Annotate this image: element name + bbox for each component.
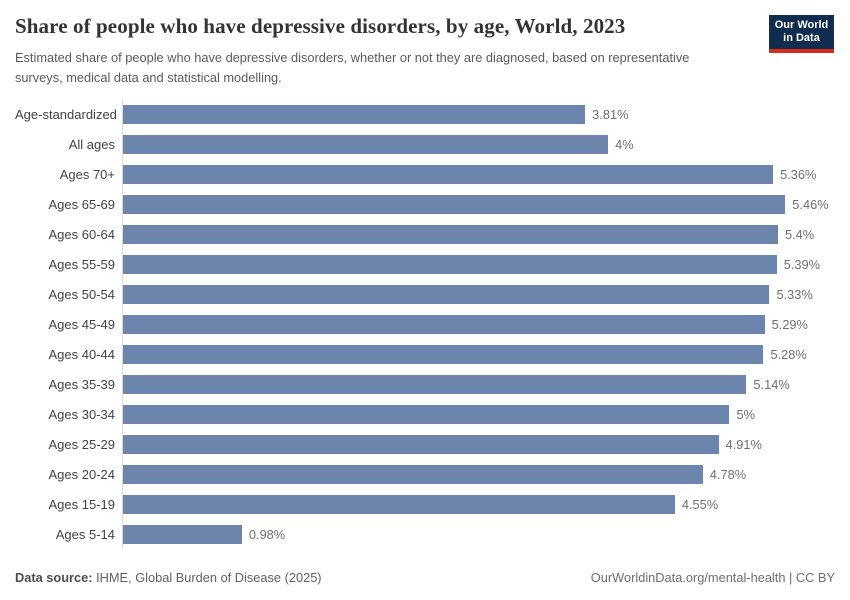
- category-label: Ages 45-49: [48, 316, 116, 332]
- category-label: Ages 55-59: [48, 256, 116, 272]
- bar[interactable]: [123, 374, 747, 394]
- bar[interactable]: [123, 224, 778, 244]
- category-label: Ages 65-69: [48, 196, 116, 212]
- value-label: 5.46%: [792, 196, 829, 212]
- bar[interactable]: [123, 404, 730, 424]
- bar-track: 5.4%: [122, 219, 835, 250]
- value-label: 4.91%: [725, 436, 762, 452]
- category-label: Ages 5-14: [55, 526, 115, 542]
- bar-track: 5.46%: [122, 189, 835, 220]
- value-label: 5.39%: [783, 256, 821, 272]
- data-source-text: IHME, Global Burden of Disease (2025): [96, 570, 322, 586]
- category-label: Ages 15-19: [48, 496, 116, 512]
- bar-row: All ages 4%: [15, 129, 835, 160]
- bar-track: 3.81%: [122, 99, 835, 130]
- bar-track: 5.33%: [122, 279, 835, 310]
- value-label: 5.33%: [776, 286, 813, 302]
- bar[interactable]: [123, 104, 586, 124]
- chart-subtitle: Estimated share of people who have depre…: [15, 50, 690, 86]
- bar-track: 4.78%: [122, 459, 835, 490]
- bar-track: 5.39%: [122, 249, 835, 280]
- bar-row: Ages 5-14 0.98%: [15, 519, 835, 550]
- bar-row: Ages 25-29 4.91%: [15, 429, 835, 460]
- chart-header: Share of people who have depressive diso…: [15, 0, 835, 88]
- category-label: Ages 60-64: [48, 226, 116, 242]
- bar-row: Ages 20-24 4.78%: [15, 459, 835, 490]
- bar-row: Age-standardized 3.81%: [15, 99, 835, 130]
- bar[interactable]: [123, 524, 242, 544]
- bar-row: Ages 30-34 5%: [15, 399, 835, 430]
- bar-row: Ages 55-59 5.39%: [15, 249, 835, 280]
- bar[interactable]: [123, 464, 703, 484]
- chart-footer: Data source: IHME, Global Burden of Dise…: [15, 570, 835, 585]
- bar-row: Ages 15-19 4.55%: [15, 489, 835, 520]
- bar[interactable]: [123, 344, 764, 364]
- value-label: 4.78%: [709, 466, 747, 482]
- category-label: Ages 50-54: [48, 286, 116, 302]
- category-label: Age-standardized: [15, 106, 117, 122]
- category-label: Ages 40-44: [48, 346, 116, 362]
- bar-track: 5.36%: [122, 159, 835, 190]
- data-source: Data source: IHME, Global Burden of Dise…: [15, 570, 322, 585]
- value-label: 4.55%: [681, 496, 719, 512]
- bar-track: 5.29%: [122, 309, 835, 340]
- bar-track: 5.14%: [122, 369, 835, 400]
- category-label: All ages: [68, 136, 115, 152]
- value-label: 5.29%: [771, 316, 808, 332]
- bar-row: Ages 65-69 5.46%: [15, 189, 835, 220]
- owid-logo-line2: in Data: [783, 32, 820, 44]
- bar[interactable]: [123, 494, 675, 514]
- value-label: 5.4%: [784, 226, 815, 242]
- value-label: 4%: [615, 136, 634, 152]
- bar-row: Ages 50-54 5.33%: [15, 279, 835, 310]
- category-label: Ages 35-39: [48, 376, 116, 392]
- bar[interactable]: [123, 284, 770, 304]
- bar-row: Ages 45-49 5.29%: [15, 309, 835, 340]
- bar-row: Ages 70+ 5.36%: [15, 159, 835, 190]
- value-label: 5.14%: [753, 376, 790, 392]
- category-label: Ages 20-24: [48, 466, 116, 482]
- bar[interactable]: [123, 434, 719, 454]
- bar[interactable]: [123, 134, 609, 154]
- bar[interactable]: [123, 164, 774, 184]
- bar[interactable]: [123, 314, 765, 334]
- bar-chart: Age-standardized 3.81% All ages 4% Ages 70+ 5…: [15, 99, 835, 550]
- chart-title: Share of people who have depressive diso…: [15, 14, 626, 38]
- bar-row: Ages 35-39 5.14%: [15, 369, 835, 400]
- value-label: 5%: [736, 406, 755, 422]
- value-label: 3.81%: [592, 106, 629, 122]
- bar[interactable]: [123, 194, 786, 214]
- category-label: Ages 25-29: [48, 436, 116, 452]
- credit-link[interactable]: OurWorldinData.org/mental-health | CC BY: [590, 570, 835, 586]
- owid-logo[interactable]: Our World in Data: [769, 15, 834, 53]
- category-label: Ages 30-34: [48, 406, 116, 422]
- data-source-label: Data source:: [15, 570, 93, 586]
- bar-track: 0.98%: [122, 519, 835, 550]
- category-label: Ages 70+: [59, 166, 115, 182]
- bar-track: 5.28%: [122, 339, 835, 370]
- value-label: 0.98%: [248, 526, 286, 542]
- owid-logo-line1: Our World: [774, 19, 829, 31]
- value-label: 5.36%: [780, 166, 817, 182]
- bar[interactable]: [123, 254, 777, 274]
- bar-track: 5%: [122, 399, 835, 430]
- value-label: 5.28%: [770, 346, 807, 362]
- bar-row: Ages 60-64 5.4%: [15, 219, 835, 250]
- bar-track: 4%: [122, 129, 835, 160]
- bar-track: 4.91%: [122, 429, 835, 460]
- bar-track: 4.55%: [122, 489, 835, 520]
- bar-row: Ages 40-44 5.28%: [15, 339, 835, 370]
